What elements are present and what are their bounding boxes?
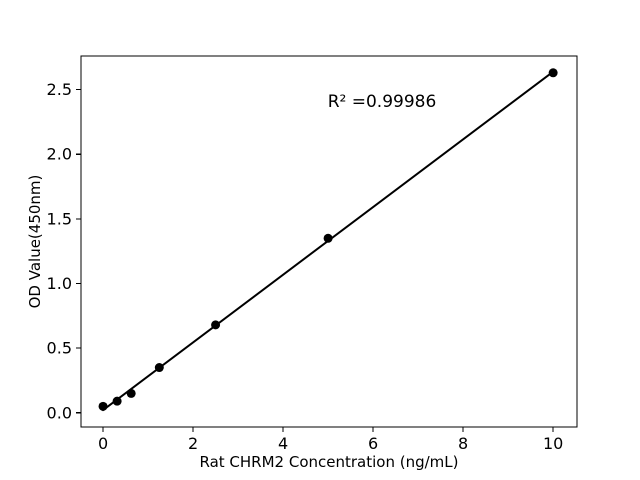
x-tick-label: 6	[368, 434, 378, 453]
y-axis-ticks: 0.0 0.5 1.0 1.5 2.0 2.5	[47, 80, 81, 422]
y-tick-label: 0.5	[47, 339, 72, 358]
data-points	[98, 68, 558, 411]
y-tick-label: 2.5	[47, 80, 72, 99]
x-axis-ticks: 0 2 4 6 8 10	[98, 427, 563, 453]
y-tick-label: 1.5	[47, 209, 72, 228]
data-point-marker	[154, 363, 164, 373]
x-tick-label: 0	[98, 434, 108, 453]
data-point-marker	[112, 396, 122, 406]
data-point-marker	[323, 233, 333, 243]
data-point-marker	[211, 320, 221, 330]
data-point-marker	[548, 68, 558, 78]
r-squared-annotation: R² =0.99986	[328, 92, 437, 112]
x-tick-label: 4	[278, 434, 288, 453]
x-tick-label: 2	[188, 434, 198, 453]
y-tick-label: 2.0	[47, 145, 72, 164]
x-axis-label: Rat CHRM2 Concentration (ng/mL)	[200, 453, 459, 471]
y-tick-label: 0.0	[47, 403, 72, 422]
y-tick-label: 1.0	[47, 274, 72, 293]
x-tick-label: 10	[543, 434, 563, 453]
x-tick-label: 8	[458, 434, 468, 453]
data-point-marker	[126, 388, 136, 398]
data-point-marker	[98, 401, 108, 411]
y-axis-label: OD Value(450nm)	[26, 175, 44, 309]
